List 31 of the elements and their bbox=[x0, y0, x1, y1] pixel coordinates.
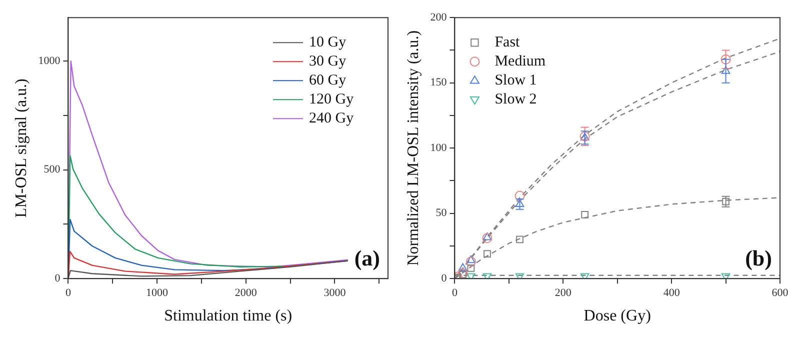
legend-label: Slow 1 bbox=[494, 72, 537, 89]
y-axis-title: LM-OSL signal (a.u.) bbox=[12, 78, 30, 218]
x-tick-label: 400 bbox=[663, 287, 680, 300]
annotation: (b) bbox=[745, 245, 772, 270]
legend-label: 10 Gy bbox=[309, 34, 347, 51]
x-tick-label: 0 bbox=[452, 287, 458, 300]
y-axis-title: Normalized LM-OSL intensity (a.u.) bbox=[404, 30, 422, 266]
y-tick-label: 50 bbox=[436, 207, 448, 220]
y-tick-label: 100 bbox=[430, 142, 448, 154]
legend-label: 120 Gy bbox=[309, 92, 354, 108]
y-tick-label: 200 bbox=[430, 11, 448, 24]
legend-label: 240 Gy bbox=[309, 110, 354, 127]
y-tick-label: 1000 bbox=[38, 54, 61, 67]
legend-label: Slow 2 bbox=[494, 92, 537, 108]
legend-label: 60 Gy bbox=[309, 72, 347, 89]
annotation: (a) bbox=[354, 245, 380, 270]
x-tick-label: 600 bbox=[772, 287, 789, 300]
y-tick-label: 0 bbox=[54, 272, 61, 284]
legend-label: 30 Gy bbox=[309, 54, 347, 70]
y-tick-label: 150 bbox=[430, 76, 448, 89]
y-tick-label: 0 bbox=[441, 272, 448, 284]
x-tick-label: 0 bbox=[65, 287, 72, 300]
y-tick-label: 500 bbox=[44, 164, 61, 176]
legend-label: Fast bbox=[494, 34, 521, 51]
x-tick-label: 2000 bbox=[234, 287, 258, 300]
x-tick-label: 1000 bbox=[146, 287, 169, 300]
legend-label: Medium bbox=[494, 54, 546, 70]
x-tick-label: 200 bbox=[554, 287, 572, 300]
x-axis-title: Stimulation time (s) bbox=[164, 308, 292, 325]
x-axis-title: Dose (Gy) bbox=[584, 308, 651, 325]
x-tick-label: 3000 bbox=[324, 287, 346, 300]
